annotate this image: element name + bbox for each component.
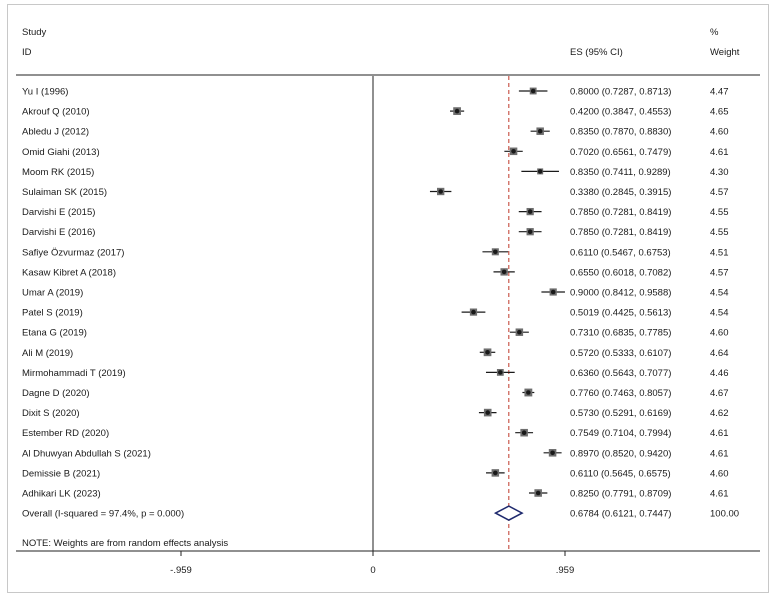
- study-weight: 4.67: [710, 388, 729, 399]
- study-point: [537, 169, 543, 174]
- study-ci-text: 0.3380 (0.2845, 0.3915): [570, 187, 671, 198]
- study-point: [521, 430, 527, 436]
- study-point: [485, 350, 490, 355]
- study-name: Abledu J (2012): [22, 127, 89, 138]
- study-weight: 4.61: [710, 147, 729, 158]
- study-weight: 4.60: [710, 127, 729, 138]
- overall-diamond: [493, 505, 524, 521]
- study-weight: 4.30: [710, 167, 729, 178]
- study-ci-text: 0.6110 (0.5645, 0.6575): [570, 468, 671, 479]
- study-ci-text: 0.8250 (0.7791, 0.8709): [570, 489, 671, 500]
- study-weight: 4.57: [710, 187, 729, 198]
- overall-label: Overall (I-squared = 97.4%, p = 0.000): [22, 509, 184, 520]
- study-point: [485, 410, 491, 415]
- study-weight: 4.64: [710, 348, 729, 359]
- study-point: [471, 309, 476, 315]
- study-weight: 4.61: [710, 489, 729, 500]
- header-es: ES (95% CI): [570, 47, 623, 58]
- study-name: Darvishi E (2016): [22, 227, 95, 238]
- header-weight: Weight: [710, 47, 740, 58]
- study-ci-text: 0.5730 (0.5291, 0.6169): [570, 408, 671, 419]
- study-ci-text: 0.7760 (0.7463, 0.8057): [570, 388, 671, 399]
- x-tick-label: .959: [556, 565, 575, 576]
- study-ci-text: 0.9000 (0.8412, 0.9588): [570, 288, 671, 299]
- study-name: Omid Giahi (2013): [22, 147, 100, 158]
- study-weight: 4.62: [710, 408, 729, 419]
- study-ci-text: 0.8350 (0.7870, 0.8830): [570, 127, 671, 138]
- study-point: [527, 229, 533, 234]
- study-weight: 4.54: [710, 308, 729, 319]
- study-ci-text: 0.7310 (0.6835, 0.7785): [570, 328, 671, 339]
- study-name: Safiye Özvurmaz (2017): [22, 247, 124, 258]
- overall-weight: 100.00: [710, 509, 739, 520]
- study-ci-text: 0.6360 (0.5643, 0.7077): [570, 368, 671, 379]
- study-weight: 4.60: [710, 328, 729, 339]
- footnote: NOTE: Weights are from random effects an…: [22, 538, 228, 549]
- study-weight: 4.47: [710, 87, 729, 98]
- study-name: Mirmohammadi T (2019): [22, 368, 126, 379]
- study-name: Sulaiman SK (2015): [22, 187, 107, 198]
- study-name: Ali M (2019): [22, 348, 73, 359]
- study-point: [511, 149, 516, 154]
- study-point: [517, 329, 522, 335]
- study-ci-text: 0.8970 (0.8520, 0.9420): [570, 448, 671, 459]
- study-point: [530, 88, 536, 94]
- study-weight: 4.55: [710, 227, 729, 238]
- study-weight: 4.65: [710, 107, 729, 118]
- study-weight: 4.60: [710, 468, 729, 479]
- study-point: [493, 470, 498, 476]
- study-name: Darvishi E (2015): [22, 207, 95, 218]
- study-point: [501, 269, 507, 275]
- study-weight: 4.46: [710, 368, 729, 379]
- study-name: Akrouf Q (2010): [22, 107, 90, 118]
- study-point: [550, 450, 555, 456]
- study-ci-text: 0.4200 (0.3847, 0.4553): [570, 107, 671, 118]
- study-weight: 4.61: [710, 428, 729, 439]
- study-point: [527, 209, 533, 214]
- study-weight: 4.57: [710, 267, 729, 278]
- header-study: Study: [22, 27, 47, 38]
- study-name: Patel S (2019): [22, 308, 83, 319]
- study-ci-text: 0.6550 (0.6018, 0.7082): [570, 267, 671, 278]
- study-ci-text: 0.5019 (0.4425, 0.5613): [570, 308, 671, 319]
- header-id: ID: [22, 47, 32, 58]
- study-weight: 4.51: [710, 247, 729, 258]
- study-ci-text: 0.5720 (0.5333, 0.6107): [570, 348, 671, 359]
- study-name: Estember RD (2020): [22, 428, 109, 439]
- study-name: Yu I (1996): [22, 87, 68, 98]
- x-tick-label: 0: [370, 565, 375, 576]
- study-name: Al Dhuwyan Abdullah S (2021): [22, 448, 151, 459]
- study-point: [454, 108, 460, 114]
- study-ci-text: 0.7850 (0.7281, 0.8419): [570, 227, 671, 238]
- study-ci-text: 0.8350 (0.7411, 0.9289): [570, 167, 671, 178]
- study-name: Adhikari LK (2023): [22, 489, 101, 500]
- x-tick-label: -.959: [170, 565, 192, 576]
- study-name: Etana G (2019): [22, 328, 87, 339]
- overall-ci-text: 0.6784 (0.6121, 0.7447): [570, 509, 671, 520]
- study-name: Kasaw Kibret A (2018): [22, 267, 116, 278]
- study-ci-text: 0.7549 (0.7104, 0.7994): [570, 428, 671, 439]
- study-weight: 4.55: [710, 207, 729, 218]
- chart-frame: [7, 4, 769, 593]
- study-point: [535, 490, 541, 496]
- study-name: Dagne D (2020): [22, 388, 90, 399]
- study-ci-text: 0.7020 (0.6561, 0.7479): [570, 147, 671, 158]
- study-point: [493, 249, 498, 255]
- study-point: [550, 289, 556, 295]
- study-ci-text: 0.6110 (0.5467, 0.6753): [570, 247, 671, 258]
- study-ci-text: 0.8000 (0.7287, 0.8713): [570, 87, 671, 98]
- study-ci-text: 0.7850 (0.7281, 0.8419): [570, 207, 671, 218]
- header-percent: %: [710, 27, 719, 38]
- study-point: [537, 128, 543, 134]
- study-point: [498, 370, 503, 375]
- study-name: Dixit S (2020): [22, 408, 80, 419]
- study-weight: 4.61: [710, 448, 729, 459]
- study-name: Umar A (2019): [22, 288, 83, 299]
- study-name: Demissie B (2021): [22, 468, 100, 479]
- study-weight: 4.54: [710, 288, 729, 299]
- study-name: Moom RK (2015): [22, 167, 94, 178]
- study-point: [526, 390, 531, 395]
- study-point: [438, 189, 443, 194]
